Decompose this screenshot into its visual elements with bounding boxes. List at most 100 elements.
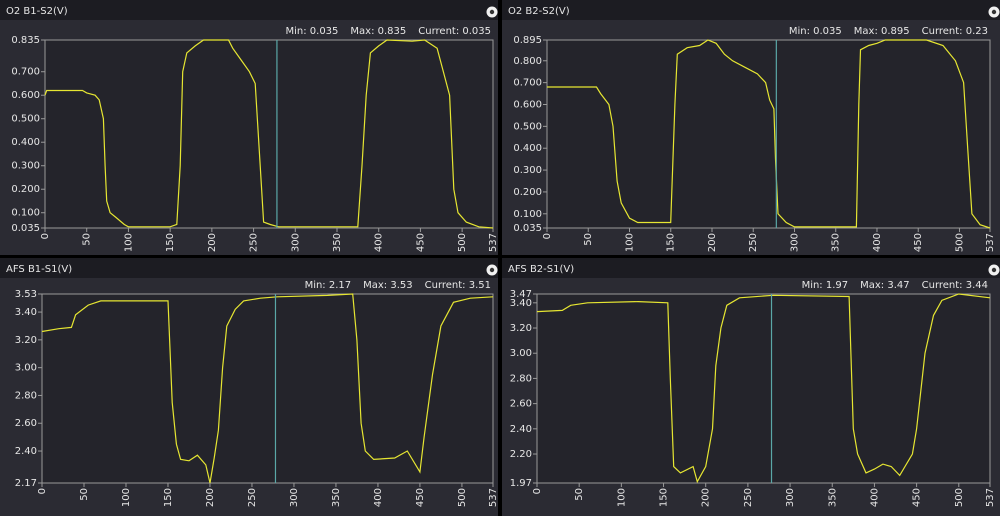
y-tick-label: 3.53: [15, 289, 37, 300]
plot-area: [41, 293, 494, 484]
y-tick-label: 3.40: [15, 307, 37, 318]
y-tick-label: 1.97: [510, 478, 532, 489]
stat-label: Min: 0.035: [789, 26, 842, 37]
y-tick-label: 2.20: [510, 449, 532, 460]
panel-title: AFS B2-S1(V): [508, 264, 574, 275]
x-tick-label: 537: [488, 233, 499, 252]
x-tick-label: 50: [583, 233, 594, 246]
x-tick-label: 50: [79, 488, 90, 501]
stat-label: Current: 0.035: [418, 26, 491, 37]
y-tick-label: 0.300: [11, 161, 40, 172]
x-tick-label: 300: [785, 488, 796, 507]
y-tick-label: 0.100: [513, 209, 542, 220]
y-tick-label: 2.60: [510, 399, 532, 410]
x-tick-label: 450: [415, 488, 426, 507]
y-tick-label: 0.200: [513, 187, 542, 198]
stat-label: Min: 1.97: [802, 280, 849, 291]
x-tick-label: 250: [743, 488, 754, 507]
y-tick-label: 0.400: [11, 137, 40, 148]
y-tick-label: 0.035: [11, 223, 40, 234]
x-tick-label: 0: [542, 233, 553, 239]
x-tick-label: 537: [985, 488, 996, 507]
panel-header: [502, 0, 1000, 20]
y-tick-label: 3.47: [510, 289, 532, 300]
y-tick-label: 3.20: [15, 335, 37, 346]
x-tick-label: 450: [912, 488, 923, 507]
data-line: [44, 39, 494, 229]
panel-header: [502, 258, 1000, 278]
y-tick-label: 2.17: [15, 478, 37, 489]
x-tick-label: 450: [913, 233, 924, 252]
x-tick-label: 0: [532, 488, 543, 494]
data-line: [41, 293, 494, 484]
stat-label: Max: 0.835: [350, 26, 406, 37]
x-tick-label: 150: [163, 488, 174, 507]
y-tick-label: 2.80: [510, 373, 532, 384]
y-tick-label: 0.895: [513, 35, 542, 46]
x-tick-label: 150: [666, 233, 677, 252]
y-tick-label: 0.200: [11, 184, 40, 195]
y-tick-label: 2.40: [510, 424, 532, 435]
y-tick-label: 0.300: [513, 165, 542, 176]
x-tick-label: 450: [415, 233, 426, 252]
x-tick-label: 0: [37, 488, 48, 494]
plot-area: [44, 39, 494, 229]
x-tick-label: 200: [701, 488, 712, 507]
x-tick-label: 250: [748, 233, 759, 252]
y-tick-label: 3.40: [510, 298, 532, 309]
y-tick-label: 0.700: [11, 67, 40, 78]
x-tick-label: 350: [831, 233, 842, 252]
toggle-dot: [991, 9, 997, 15]
y-tick-label: 0.835: [11, 35, 40, 46]
x-tick-label: 100: [121, 488, 132, 507]
y-tick-label: 2.80: [15, 390, 37, 401]
x-tick-label: 200: [205, 488, 216, 507]
x-tick-label: 200: [707, 233, 718, 252]
x-tick-label: 250: [249, 233, 260, 252]
y-tick-label: 0.600: [513, 99, 542, 110]
x-tick-label: 100: [616, 488, 627, 507]
x-tick-label: 350: [827, 488, 838, 507]
stat-label: Current: 3.51: [425, 280, 491, 291]
y-tick-label: 0.500: [11, 114, 40, 125]
x-tick-label: 400: [374, 233, 385, 252]
x-tick-label: 500: [954, 233, 965, 252]
x-tick-label: 100: [624, 233, 635, 252]
panel-title: AFS B1-S1(V): [6, 264, 72, 275]
x-tick-label: 300: [290, 233, 301, 252]
y-tick-label: 3.00: [15, 363, 37, 374]
data-line: [547, 39, 991, 229]
stat-label: Min: 2.17: [305, 280, 352, 291]
y-tick-label: 3.00: [510, 348, 532, 359]
x-tick-label: 537: [985, 233, 996, 252]
stat-label: Current: 3.44: [922, 280, 988, 291]
y-tick-label: 0.700: [513, 78, 542, 89]
x-tick-label: 500: [457, 488, 468, 507]
x-tick-label: 50: [82, 233, 93, 246]
x-tick-label: 150: [165, 233, 176, 252]
stat-label: Current: 0.23: [922, 26, 988, 37]
y-tick-label: 0.500: [513, 121, 542, 132]
data-line: [536, 293, 991, 484]
x-tick-label: 350: [332, 233, 343, 252]
x-tick-label: 300: [289, 488, 300, 507]
y-tick-label: 0.100: [11, 208, 40, 219]
x-tick-label: 100: [123, 233, 134, 252]
y-tick-label: 0.800: [513, 56, 542, 67]
panel-title: O2 B1-S2(V): [6, 6, 68, 17]
toggle-dot: [991, 267, 997, 273]
x-tick-label: 300: [789, 233, 800, 252]
y-tick-label: 2.60: [15, 418, 37, 429]
y-tick-label: 0.400: [513, 143, 542, 154]
x-tick-label: 50: [574, 488, 585, 501]
x-tick-label: 350: [331, 488, 342, 507]
panel-header: [0, 258, 498, 278]
x-tick-label: 537: [488, 488, 499, 507]
stat-label: Min: 0.035: [285, 26, 338, 37]
plot-area: [536, 293, 991, 484]
x-tick-label: 400: [872, 233, 883, 252]
y-tick-label: 0.600: [11, 90, 40, 101]
x-tick-label: 250: [247, 488, 258, 507]
